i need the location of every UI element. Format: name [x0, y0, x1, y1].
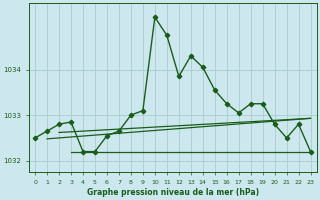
X-axis label: Graphe pression niveau de la mer (hPa): Graphe pression niveau de la mer (hPa)	[87, 188, 259, 197]
